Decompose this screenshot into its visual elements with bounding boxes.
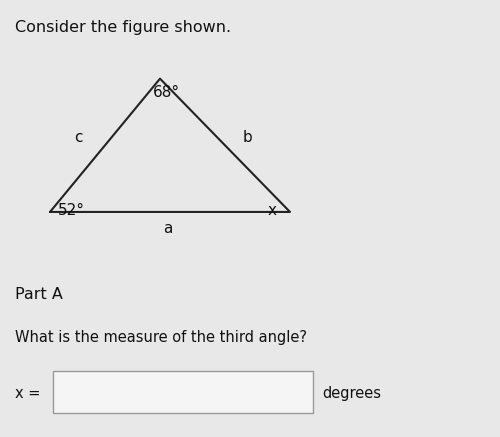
Text: 52°: 52° (58, 203, 84, 218)
Text: x =: x = (15, 386, 40, 401)
Text: What is the measure of the third angle?: What is the measure of the third angle? (15, 330, 307, 345)
Text: 68°: 68° (152, 85, 180, 100)
Text: c: c (74, 130, 82, 145)
Text: Part A: Part A (15, 287, 63, 302)
FancyBboxPatch shape (52, 371, 312, 413)
Text: degrees: degrees (322, 386, 382, 401)
Text: Consider the figure shown.: Consider the figure shown. (15, 20, 231, 35)
Text: x: x (268, 203, 276, 218)
Text: b: b (242, 130, 252, 145)
Text: a: a (163, 221, 172, 236)
